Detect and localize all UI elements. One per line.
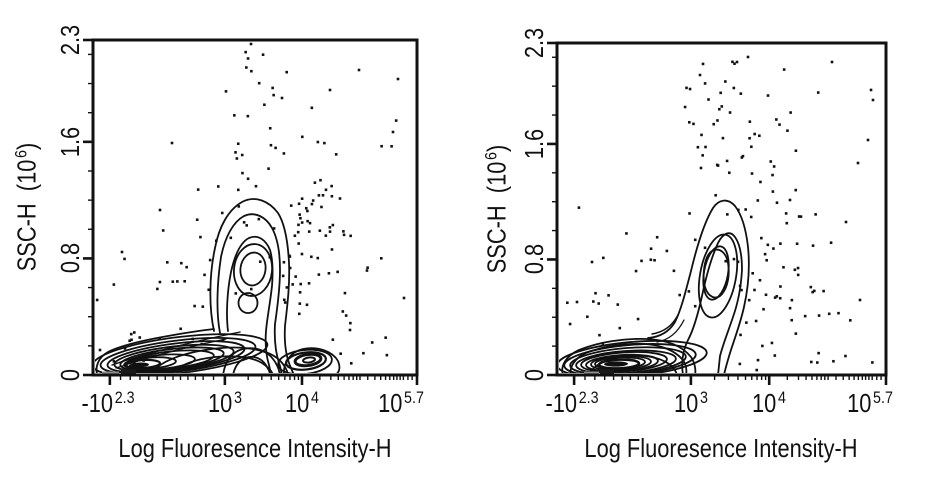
axis-pileup-bar	[584, 371, 599, 375]
scatter-dots	[566, 55, 875, 372]
contour-ellipse	[559, 339, 708, 373]
plot-frame	[91, 38, 419, 377]
y-title-close-paren: )	[11, 142, 42, 150]
y-title-text: SSC-H (10	[481, 161, 512, 274]
contour-ellipse	[569, 346, 687, 373]
contour-ellipse	[585, 353, 659, 373]
contour-path	[588, 354, 678, 373]
contour-ellipse	[604, 361, 628, 367]
plot-frame	[555, 41, 888, 377]
contour-path	[216, 213, 283, 373]
contour-path	[111, 331, 241, 366]
contour-path	[569, 342, 688, 373]
contour-path	[115, 338, 227, 369]
contour-path	[702, 248, 730, 299]
contour-path	[222, 347, 281, 373]
scatter-dots	[95, 42, 406, 365]
contour-path	[561, 337, 697, 373]
contour-ellipse	[293, 352, 323, 368]
contour-path	[283, 347, 341, 373]
contour-path	[232, 355, 271, 373]
y-title-superscript: 6	[481, 151, 501, 160]
x-axis-title-right: Log Fluoresence Intensity-H	[584, 433, 858, 463]
contour-path	[651, 314, 679, 335]
y-title-close-paren: )	[481, 144, 512, 152]
contour-path	[95, 328, 215, 373]
contour-ellipse	[239, 251, 267, 287]
y-axis-title-right: SSC-H (106)	[481, 144, 512, 274]
contour-ellipse	[95, 333, 269, 373]
axis-ticks	[547, 41, 888, 385]
y-title-text: SSC-H (10	[11, 159, 42, 272]
contour-group	[95, 198, 341, 373]
axis-pileup-bar	[102, 371, 119, 375]
contour-ellipse	[563, 343, 697, 373]
contour-path	[226, 235, 274, 373]
contour-ellipse	[99, 337, 257, 373]
contour-ellipse	[575, 349, 677, 373]
contour-ellipse	[277, 348, 333, 373]
y-title-superscript: 6	[11, 149, 31, 158]
contour-path	[169, 355, 274, 373]
contour-ellipse	[302, 356, 316, 364]
contour-path	[209, 198, 295, 373]
right-panel-group	[547, 41, 888, 385]
contour-path	[647, 199, 750, 373]
contour-ellipse	[237, 292, 259, 314]
axis-pileup-bar	[121, 369, 136, 376]
y-axis-title-left: SSC-H (106)	[11, 142, 42, 272]
contour-path	[681, 232, 743, 373]
x-axis-title-left: Log Fluoresence Intensity-H	[118, 433, 392, 463]
left-panel-group	[83, 38, 419, 385]
axis-pileup-bar	[600, 369, 614, 376]
contour-group	[559, 199, 750, 373]
contour-path	[149, 346, 289, 373]
contour-path	[656, 319, 685, 343]
